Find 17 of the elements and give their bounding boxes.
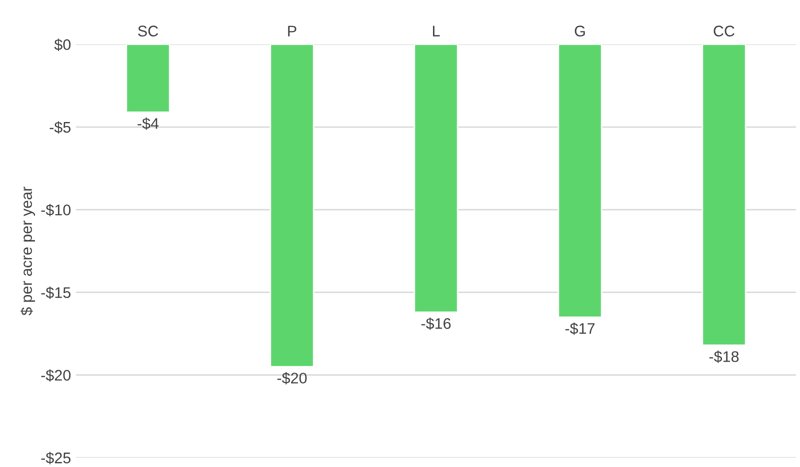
y-tick-label: -$25 (41, 452, 70, 464)
y-tick-label: -$10 (41, 204, 71, 216)
y-tick-label: $0 (54, 38, 71, 51)
data-label: -$16 (421, 317, 451, 330)
x-tick-label: SC (138, 26, 158, 36)
data-label: -$4 (138, 117, 159, 130)
y-tick-label: -$5 (50, 121, 70, 134)
data-label: -$18 (709, 350, 739, 363)
y-axis-title: $ per acre per year (20, 186, 36, 316)
y-tick-label: -$20 (41, 369, 71, 382)
x-tick-label: P (288, 26, 296, 36)
x-tick-label: L (433, 26, 440, 36)
x-tick-label: G (574, 26, 585, 36)
y-tick-label: -$15 (41, 286, 70, 299)
x-tick-label: CC (714, 26, 734, 36)
data-label: -$20 (277, 372, 307, 384)
data-label: -$17 (565, 322, 595, 335)
